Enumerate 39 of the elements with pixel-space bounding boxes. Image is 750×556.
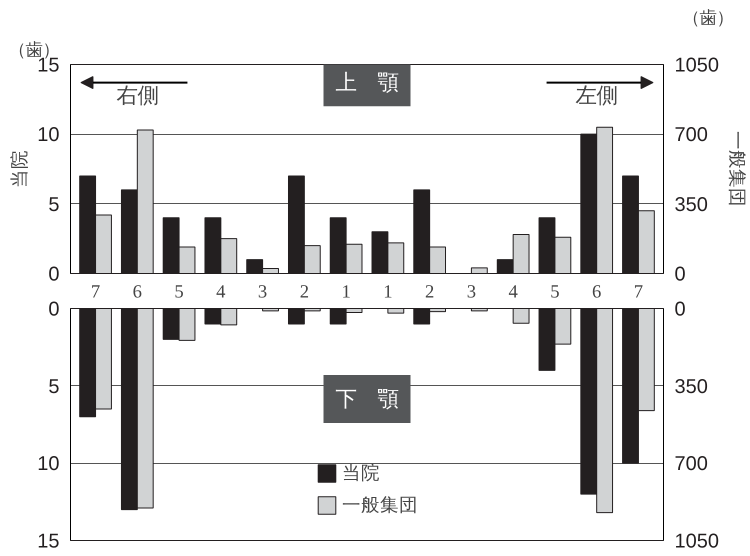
x-tick-label: 1 [341, 282, 351, 302]
x-tick-label: 7 [634, 282, 644, 302]
y2-tick-label: 700 [674, 124, 708, 146]
x-tick-label: 7 [90, 282, 100, 302]
y-tick-label: 0 [48, 298, 60, 320]
x-tick-label: 4 [508, 282, 518, 302]
y-tick-label: 10 [37, 124, 60, 146]
y-tick-label: 0 [48, 264, 60, 286]
legend-label: 一般集団 [342, 493, 418, 517]
x-tick-label: 6 [132, 282, 142, 302]
y2-tick-label: 700 [674, 453, 708, 476]
annotation: 左側 [576, 84, 618, 108]
y-tick-label: 5 [48, 194, 60, 216]
y-tick-label: 15 [37, 530, 60, 552]
x-tick-label: 5 [174, 282, 184, 302]
y2-tick-label: 350 [674, 376, 708, 398]
x-tick-label: 2 [424, 282, 434, 302]
y-tick-label: 5 [48, 376, 60, 398]
x-tick-label: 5 [550, 282, 560, 302]
y2-tick-label: 1050 [674, 530, 719, 552]
x-tick-label: 3 [466, 282, 476, 302]
y2-tick-label: 0 [674, 298, 686, 320]
x-tick-label: 1 [383, 282, 393, 302]
y2-axis-title: 一般集団 [726, 131, 748, 207]
annotation: 上 顎 [336, 70, 398, 94]
x-tick-label: 2 [300, 282, 310, 302]
y2-tick-label: 0 [674, 264, 686, 286]
x-tick-label: 3 [258, 282, 268, 302]
x-tick-label: 4 [216, 282, 226, 302]
y-axis-title: 当院 [8, 150, 30, 188]
y-tick-label: 10 [37, 453, 60, 476]
y2-tick-label: 1050 [674, 54, 719, 76]
annotation: 右側 [116, 84, 158, 108]
annotation: 下 顎 [336, 386, 398, 411]
bar [470, 267, 488, 274]
text: （歯） [682, 8, 734, 28]
y2-tick-label: 350 [674, 194, 708, 216]
legend-label: 当院 [342, 461, 380, 485]
x-tick-label: 6 [592, 282, 602, 302]
